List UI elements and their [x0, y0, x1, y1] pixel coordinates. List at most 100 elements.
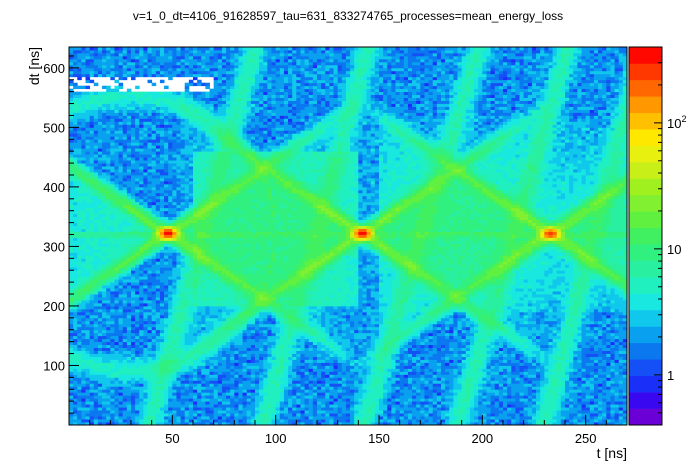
heatmap-cell: [77, 383, 82, 387]
heatmap-cell: [89, 264, 95, 268]
heatmap-cell: [159, 270, 165, 274]
heatmap-cell: [122, 249, 128, 253]
heatmap-cell: [122, 222, 128, 226]
heatmap-cell: [135, 183, 140, 188]
heatmap-cell: [77, 410, 82, 414]
heatmap-cell: [180, 297, 186, 301]
heatmap-cell: [139, 374, 144, 378]
heatmap-cell: [89, 320, 95, 325]
heatmap-cell: [188, 166, 194, 170]
heatmap-cell: [118, 157, 124, 161]
heatmap-cell: [213, 49, 219, 54]
heatmap-cell: [106, 234, 111, 238]
heatmap-cell: [147, 169, 153, 173]
heatmap-cell: [139, 362, 144, 366]
heatmap-cell: [97, 392, 103, 396]
heatmap-cell: [118, 261, 124, 265]
heatmap-cell: [93, 210, 99, 215]
heatmap-cell: [226, 297, 231, 301]
heatmap-cell: [176, 228, 181, 232]
heatmap-cell: [69, 58, 74, 63]
heatmap-cell: [89, 207, 95, 212]
heatmap-cell: [131, 371, 136, 375]
heatmap-cell: [139, 52, 144, 57]
heatmap-cell: [85, 130, 91, 134]
heatmap-cell: [93, 97, 99, 101]
heatmap-cell: [188, 228, 194, 232]
heatmap-cell: [155, 264, 161, 268]
heatmap-cell: [69, 288, 74, 292]
heatmap-cell: [193, 145, 198, 149]
heatmap-cell: [118, 192, 124, 197]
heatmap-cell: [135, 350, 140, 354]
heatmap-cell: [164, 365, 169, 369]
heatmap-cell: [97, 148, 103, 152]
heatmap-cell: [93, 291, 99, 295]
heatmap-cell: [164, 320, 169, 325]
heatmap-cell: [197, 383, 202, 387]
heatmap-cell: [106, 207, 111, 212]
heatmap-cell: [217, 386, 223, 390]
heatmap-cell: [226, 350, 231, 354]
heatmap-cell: [172, 157, 177, 161]
heatmap-cell: [73, 142, 78, 146]
heatmap-cell: [143, 299, 148, 304]
heatmap-cell: [85, 353, 91, 357]
heatmap-cell: [159, 297, 165, 301]
heatmap-cell: [201, 320, 206, 325]
heatmap-cell: [143, 252, 148, 256]
heatmap-cell: [172, 347, 177, 351]
heatmap-cell: [197, 177, 202, 182]
heatmap-cell: [135, 249, 140, 253]
heatmap-cell: [168, 365, 173, 369]
heatmap-cell: [172, 270, 177, 274]
heatmap-cell: [213, 392, 219, 396]
heatmap-cell: [106, 85, 111, 90]
heatmap-cell: [205, 145, 210, 149]
heatmap-cell: [122, 267, 128, 271]
heatmap-cell: [230, 70, 235, 75]
heatmap-cell: [197, 371, 202, 375]
heatmap-cell: [102, 362, 107, 366]
heatmap-cell: [159, 353, 165, 357]
heatmap-cell: [93, 58, 99, 63]
heatmap-cell: [217, 240, 223, 244]
heatmap-cell: [230, 323, 235, 328]
heatmap-cell: [151, 356, 157, 360]
heatmap-cell: [164, 264, 169, 268]
heatmap-cell: [159, 160, 165, 164]
heatmap-cell: [168, 416, 173, 420]
heatmap-cell: [106, 49, 111, 54]
heatmap-cell: [131, 130, 136, 134]
heatmap-cell: [197, 172, 202, 176]
heatmap-cell: [73, 335, 78, 340]
heatmap-cell: [205, 320, 210, 325]
heatmap-cell: [147, 380, 153, 384]
heatmap-cell: [126, 100, 132, 104]
heatmap-cell: [139, 249, 144, 253]
heatmap-cell: [164, 172, 169, 176]
heatmap-cell: [143, 163, 148, 167]
heatmap-cell: [155, 189, 161, 194]
heatmap-cell: [230, 88, 235, 93]
heatmap-cell: [226, 252, 231, 256]
heatmap-cell: [89, 115, 95, 119]
heatmap-cell: [159, 180, 165, 185]
heatmap-cell: [205, 371, 210, 375]
heatmap-cell: [126, 49, 132, 54]
heatmap-cell: [77, 76, 82, 81]
heatmap-cell: [209, 305, 215, 310]
heatmap-cell: [81, 139, 86, 143]
heatmap-cell: [85, 416, 91, 420]
heatmap-cell: [102, 302, 107, 307]
heatmap-cell: [135, 326, 140, 331]
heatmap-cell: [155, 240, 161, 244]
heatmap-cell: [106, 276, 111, 280]
heatmap-cell: [77, 368, 82, 372]
heatmap-cell: [139, 207, 144, 212]
heatmap-cell: [205, 359, 210, 363]
heatmap-cell: [89, 61, 95, 66]
heatmap-cell: [102, 225, 107, 229]
heatmap-cell: [89, 163, 95, 167]
heatmap-cell: [93, 344, 99, 349]
